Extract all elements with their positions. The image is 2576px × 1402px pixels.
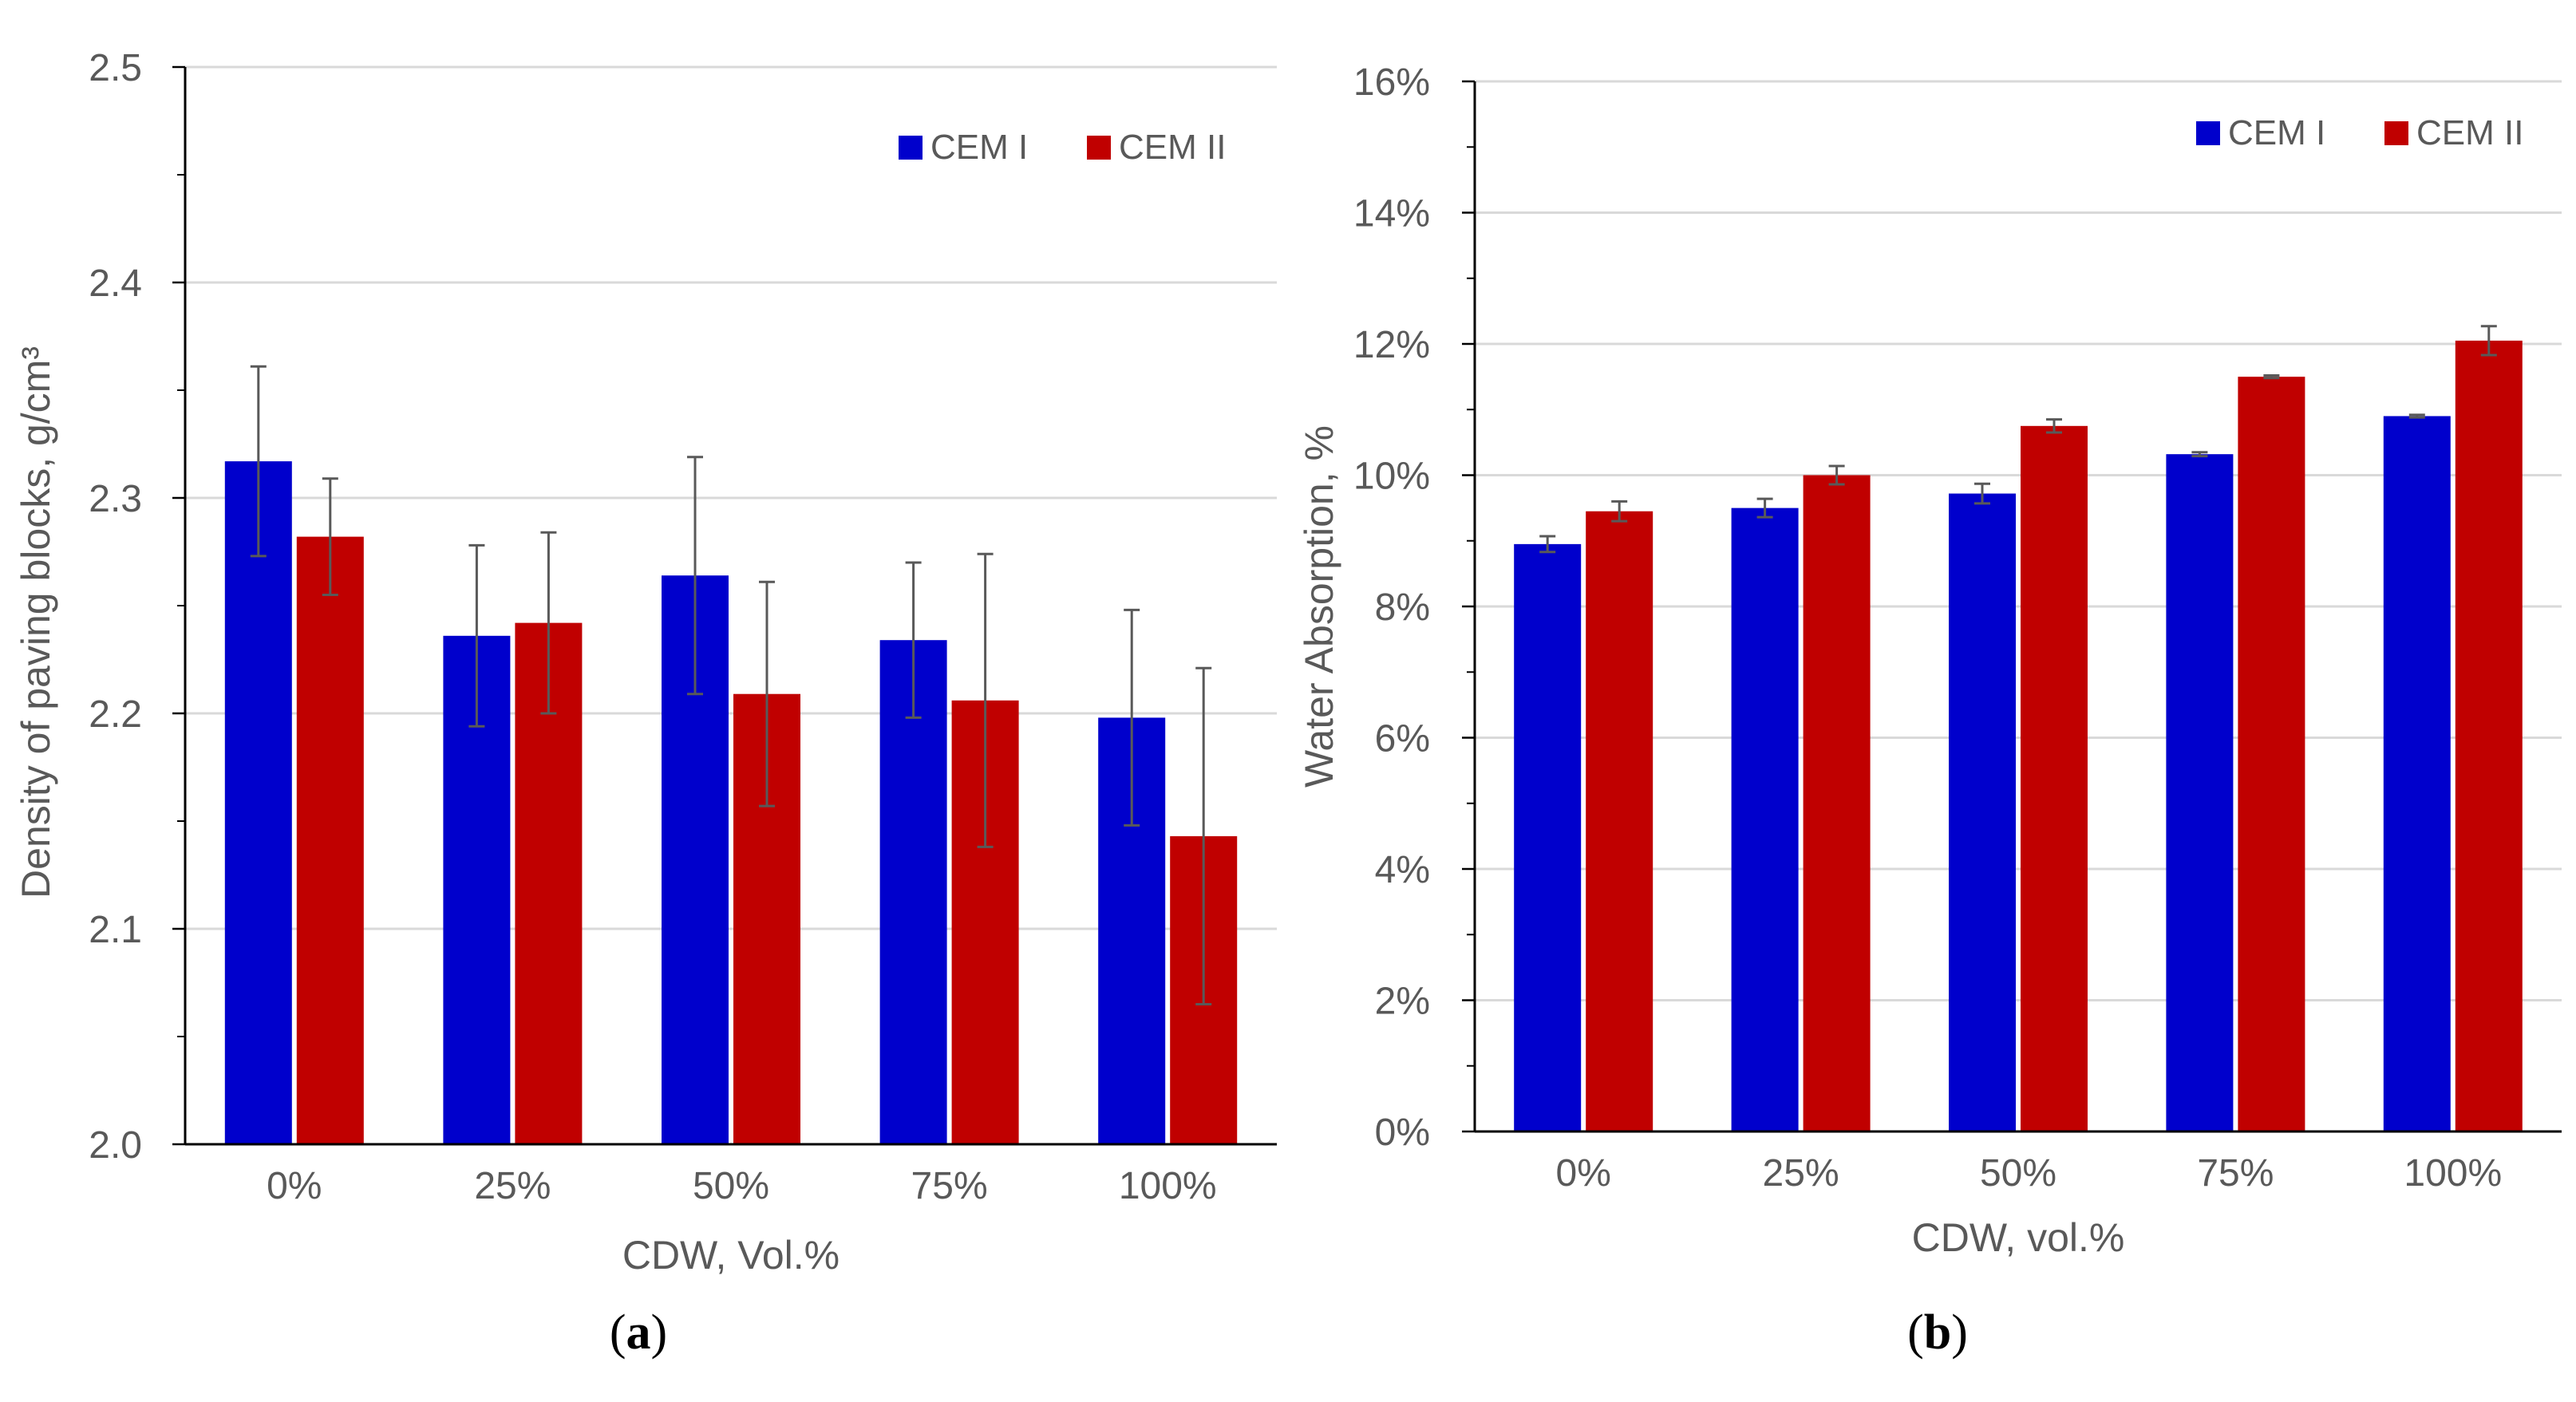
y-tick-label: 2.4 (89, 263, 142, 305)
x-category-label: 0% (1556, 1152, 1611, 1195)
bar-cem-ii (2238, 377, 2305, 1131)
y-tick-label: 12% (1353, 324, 1430, 366)
x-category-label: 50% (693, 1165, 769, 1207)
chart-a: 2.0 2.1 2.2 2.3 2.4 2.5 0% 25% 50% 75% 100% CDW, Vo… (14, 47, 1277, 1360)
bar-cem-i (1731, 507, 1799, 1131)
y-tick-label: 2.0 (89, 1124, 142, 1167)
y-tick-label: 4% (1375, 849, 1430, 891)
bar-cem-i (1514, 543, 1582, 1131)
legend-label: CEM II (1119, 128, 1226, 167)
x-category-label: 100% (2404, 1152, 2502, 1195)
x-category-label: 75% (2197, 1152, 2274, 1195)
legend-label: CEM I (930, 128, 1028, 167)
y-tick-label: 2.5 (89, 47, 142, 89)
y-tick-label: 14% (1353, 193, 1430, 235)
bar-cem-i (879, 640, 947, 1144)
y-tick-label: 0% (1375, 1112, 1430, 1154)
y-tick-label: 2.2 (89, 693, 142, 736)
y-tick-label: 6% (1375, 718, 1430, 760)
bar-cem-i (2166, 454, 2234, 1131)
x-axis-title: CDW, Vol.% (622, 1233, 840, 1278)
legend-label: CEM I (2228, 113, 2325, 152)
y-axis-title: Water Absorption, % (1297, 425, 1341, 788)
bar-cem-ii (1586, 511, 1653, 1131)
x-category-label: 25% (474, 1165, 551, 1207)
legend-swatch (2384, 121, 2408, 145)
legend-label: CEM II (2416, 113, 2523, 152)
legend-swatch (2196, 121, 2220, 145)
x-axis-title: CDW, vol.% (1912, 1215, 2125, 1260)
bar-cem-i (2383, 416, 2451, 1131)
panel-label: (a) (610, 1305, 667, 1360)
x-category-label: 0% (267, 1165, 322, 1207)
y-tick-label: 16% (1353, 61, 1430, 104)
bar-cem-ii (2021, 425, 2088, 1131)
bar-cem-ii (296, 536, 364, 1144)
x-category-label: 25% (1763, 1152, 1839, 1195)
bar-cem-i (224, 461, 292, 1144)
y-axis-title: Density of paving blocks, g/cm³ (14, 346, 58, 898)
legend-swatch (1087, 136, 1111, 160)
y-tick-label: 2.3 (89, 478, 142, 520)
legend-swatch (899, 136, 923, 160)
bar-cem-i (1949, 493, 2016, 1131)
panel-label: (b) (1907, 1305, 1968, 1360)
x-category-label: 75% (911, 1165, 988, 1207)
y-tick-label: 8% (1375, 586, 1430, 629)
y-tick-label: 2.1 (89, 909, 142, 951)
y-tick-label: 2% (1375, 981, 1430, 1023)
bar-cem-ii (1803, 475, 1871, 1131)
y-tick-label: 10% (1353, 456, 1430, 498)
x-category-label: 100% (1119, 1165, 1217, 1207)
x-category-label: 50% (1980, 1152, 2056, 1195)
bar-cem-ii (2455, 340, 2523, 1131)
chart-b: 0% 2% 4% 6% 8% 10% 12% 14% 16% 0% 25% 50% 75% 100% CDW… (1297, 61, 2562, 1360)
